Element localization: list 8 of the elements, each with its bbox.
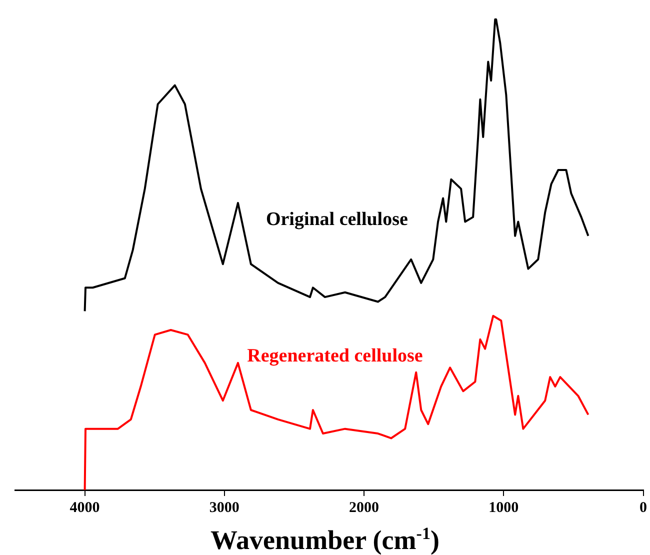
x-tick-label: 4000 — [70, 500, 100, 516]
x-tick-label: 0 — [640, 500, 647, 516]
x-tick-label: 2000 — [349, 500, 380, 516]
x-tick-label: 3000 — [209, 500, 240, 516]
x-tick-label: 1000 — [488, 500, 519, 516]
series-label: Original cellulose — [266, 208, 408, 230]
series-label: Regenerated cellulose — [247, 345, 423, 366]
x-axis-title: Wavenumber (cm$^{-1}$) — [210, 523, 440, 555]
